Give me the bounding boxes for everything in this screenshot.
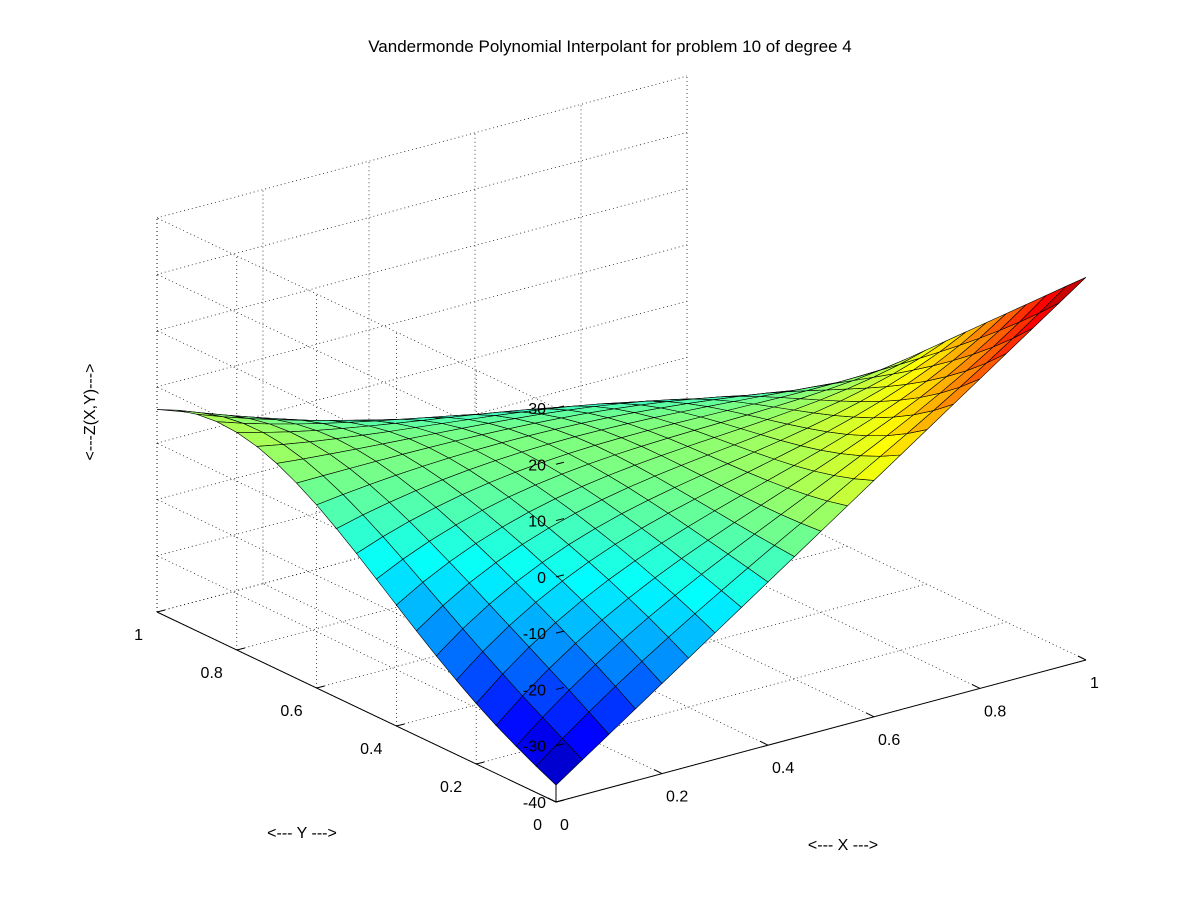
z-tick-mark: [555, 405, 565, 409]
x-tick-mark: [653, 769, 663, 775]
x-tick-mark: [865, 712, 875, 718]
y-tick-mark: [396, 723, 405, 727]
x-tick-mark: [547, 797, 557, 803]
z-tick-label: -20: [523, 682, 546, 699]
y-tick-label: 0.2: [440, 779, 462, 796]
x-tick-mark: [759, 740, 769, 746]
grid-line: [156, 273, 557, 465]
y-tick-label: 0.8: [201, 665, 223, 682]
y-tick-label: 0.4: [360, 741, 382, 758]
x-tick-label: 0: [560, 817, 569, 834]
y-axis-line: [156, 611, 557, 803]
y-tick-label: 1: [134, 627, 143, 644]
z-tick-label: 0: [537, 570, 546, 587]
z-tick-label: -30: [523, 739, 546, 756]
x-axis-label: <--- X --->: [808, 837, 878, 854]
z-tick-mark: [555, 461, 565, 465]
y-tick-mark: [555, 799, 565, 803]
x-tick-mark: [971, 683, 981, 689]
chart-title: Vandermonde Polynomial Interpolant for p…: [368, 37, 852, 56]
grid-line: [156, 75, 688, 219]
y-tick-mark: [476, 761, 485, 765]
x-tick-label: 0.6: [878, 732, 900, 749]
x-tick-label: 0.2: [666, 789, 688, 806]
z-axis-label: <---Z(X,Y)--->: [82, 364, 99, 461]
z-tick-mark: [555, 574, 565, 578]
y-tick-mark: [316, 685, 325, 689]
grid-line: [156, 217, 557, 409]
z-tick-mark: [555, 686, 565, 690]
y-tick-mark: [156, 609, 166, 613]
surface-patch: [1039, 277, 1087, 314]
surface-mesh: [156, 277, 1087, 786]
x-tick-label: 0.4: [772, 760, 794, 777]
z-tick-mark: [555, 630, 565, 634]
tick-labels: -40-30-20-10010203000.20.40.60.8100.20.4…: [134, 401, 1099, 834]
z-tick-mark: [555, 743, 565, 747]
y-tick-label: 0.6: [280, 703, 302, 720]
y-tick-mark: [236, 647, 245, 651]
grid-line: [156, 555, 557, 747]
x-tick-label: 0.8: [984, 703, 1006, 720]
grid-line: [156, 499, 557, 690]
z-tick-label: 30: [528, 401, 546, 418]
y-axis-label: <--- Y --->: [267, 825, 337, 842]
z-tick-label: -10: [523, 626, 546, 643]
z-tick-label: 20: [528, 457, 546, 474]
x-tick-mark: [1077, 655, 1087, 661]
x-axis-line: [555, 659, 1087, 803]
z-tick-label: -40: [523, 795, 546, 812]
grid-line: [156, 131, 688, 275]
y-tick-label: 0: [533, 817, 542, 834]
z-tick-label: 10: [528, 514, 546, 531]
x-tick-label: 1: [1090, 675, 1099, 692]
z-tick-mark: [555, 518, 565, 522]
